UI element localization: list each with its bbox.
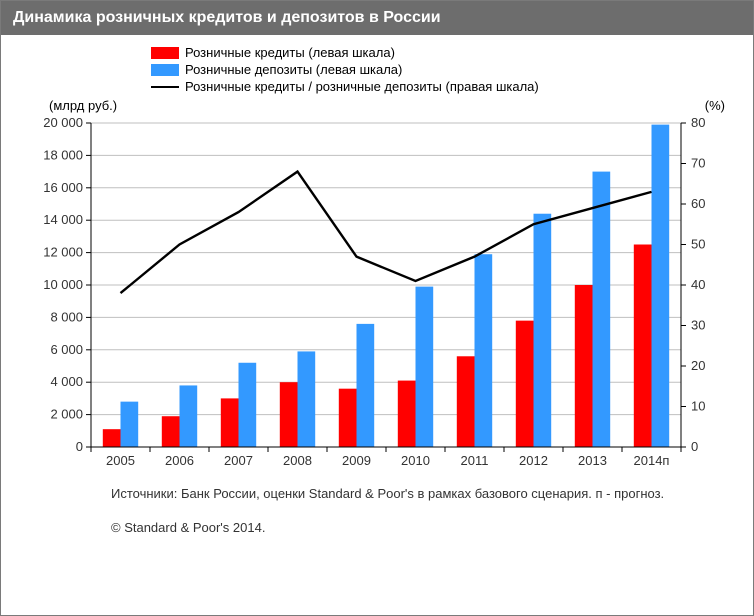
svg-text:12 000: 12 000: [43, 245, 83, 260]
svg-text:6 000: 6 000: [50, 342, 83, 357]
legend-label-loans: Розничные кредиты (левая шкала): [185, 45, 395, 60]
legend-label-deposits: Розничные депозиты (левая шкала): [185, 62, 402, 77]
legend-item-loans: Розничные кредиты (левая шкала): [151, 45, 753, 60]
source-text: Источники: Банк России, оценки Standard …: [111, 485, 729, 503]
left-axis-label: (млрд руб.): [49, 98, 117, 113]
svg-text:10 000: 10 000: [43, 277, 83, 292]
svg-text:8 000: 8 000: [50, 309, 83, 324]
svg-text:80: 80: [691, 117, 705, 130]
svg-text:16 000: 16 000: [43, 180, 83, 195]
svg-text:2009: 2009: [342, 453, 371, 468]
legend: Розничные кредиты (левая шкала) Розничны…: [151, 45, 753, 94]
svg-text:10: 10: [691, 399, 705, 414]
svg-text:70: 70: [691, 156, 705, 171]
copyright-text: © Standard & Poor's 2014.: [111, 519, 729, 537]
right-axis-label: (%): [705, 98, 725, 113]
svg-text:30: 30: [691, 318, 705, 333]
chart-svg: 0 2 000 4 000 6 000 8 000 10 000 12 000 14 000 1…: [27, 117, 727, 477]
axis-titles: (млрд руб.) (%): [1, 98, 753, 113]
chart-title: Динамика розничных кредитов и депозитов …: [13, 9, 441, 26]
svg-text:20 000: 20 000: [43, 117, 83, 130]
svg-text:0: 0: [691, 439, 698, 454]
svg-text:60: 60: [691, 196, 705, 211]
svg-text:2005: 2005: [106, 453, 135, 468]
svg-text:2014п: 2014п: [634, 453, 670, 468]
svg-text:2013: 2013: [578, 453, 607, 468]
svg-text:2008: 2008: [283, 453, 312, 468]
chart-card: Динамика розничных кредитов и депозитов …: [0, 0, 754, 616]
svg-text:20: 20: [691, 358, 705, 373]
svg-text:4 000: 4 000: [50, 374, 83, 389]
svg-text:0: 0: [76, 439, 83, 454]
footer: Источники: Банк России, оценки Standard …: [1, 477, 753, 536]
legend-swatch-deposits: [151, 64, 179, 76]
svg-text:18 000: 18 000: [43, 147, 83, 162]
title-bar: Динамика розничных кредитов и депозитов …: [1, 1, 753, 35]
svg-text:2006: 2006: [165, 453, 194, 468]
svg-text:2007: 2007: [224, 453, 253, 468]
svg-text:2010: 2010: [401, 453, 430, 468]
legend-item-deposits: Розничные депозиты (левая шкала): [151, 62, 753, 77]
legend-label-ratio: Розничные кредиты / розничные депозиты (…: [185, 79, 539, 94]
svg-text:50: 50: [691, 237, 705, 252]
legend-item-ratio: Розничные кредиты / розничные депозиты (…: [151, 79, 753, 94]
svg-text:40: 40: [691, 277, 705, 292]
svg-text:2 000: 2 000: [50, 407, 83, 422]
legend-swatch-loans: [151, 47, 179, 59]
svg-text:14 000: 14 000: [43, 212, 83, 227]
svg-text:2011: 2011: [461, 453, 489, 468]
chart-plot: 0 2 000 4 000 6 000 8 000 10 000 12 000 14 000 1…: [27, 117, 727, 477]
svg-text:2012: 2012: [519, 453, 548, 468]
legend-line-ratio: [151, 86, 179, 88]
